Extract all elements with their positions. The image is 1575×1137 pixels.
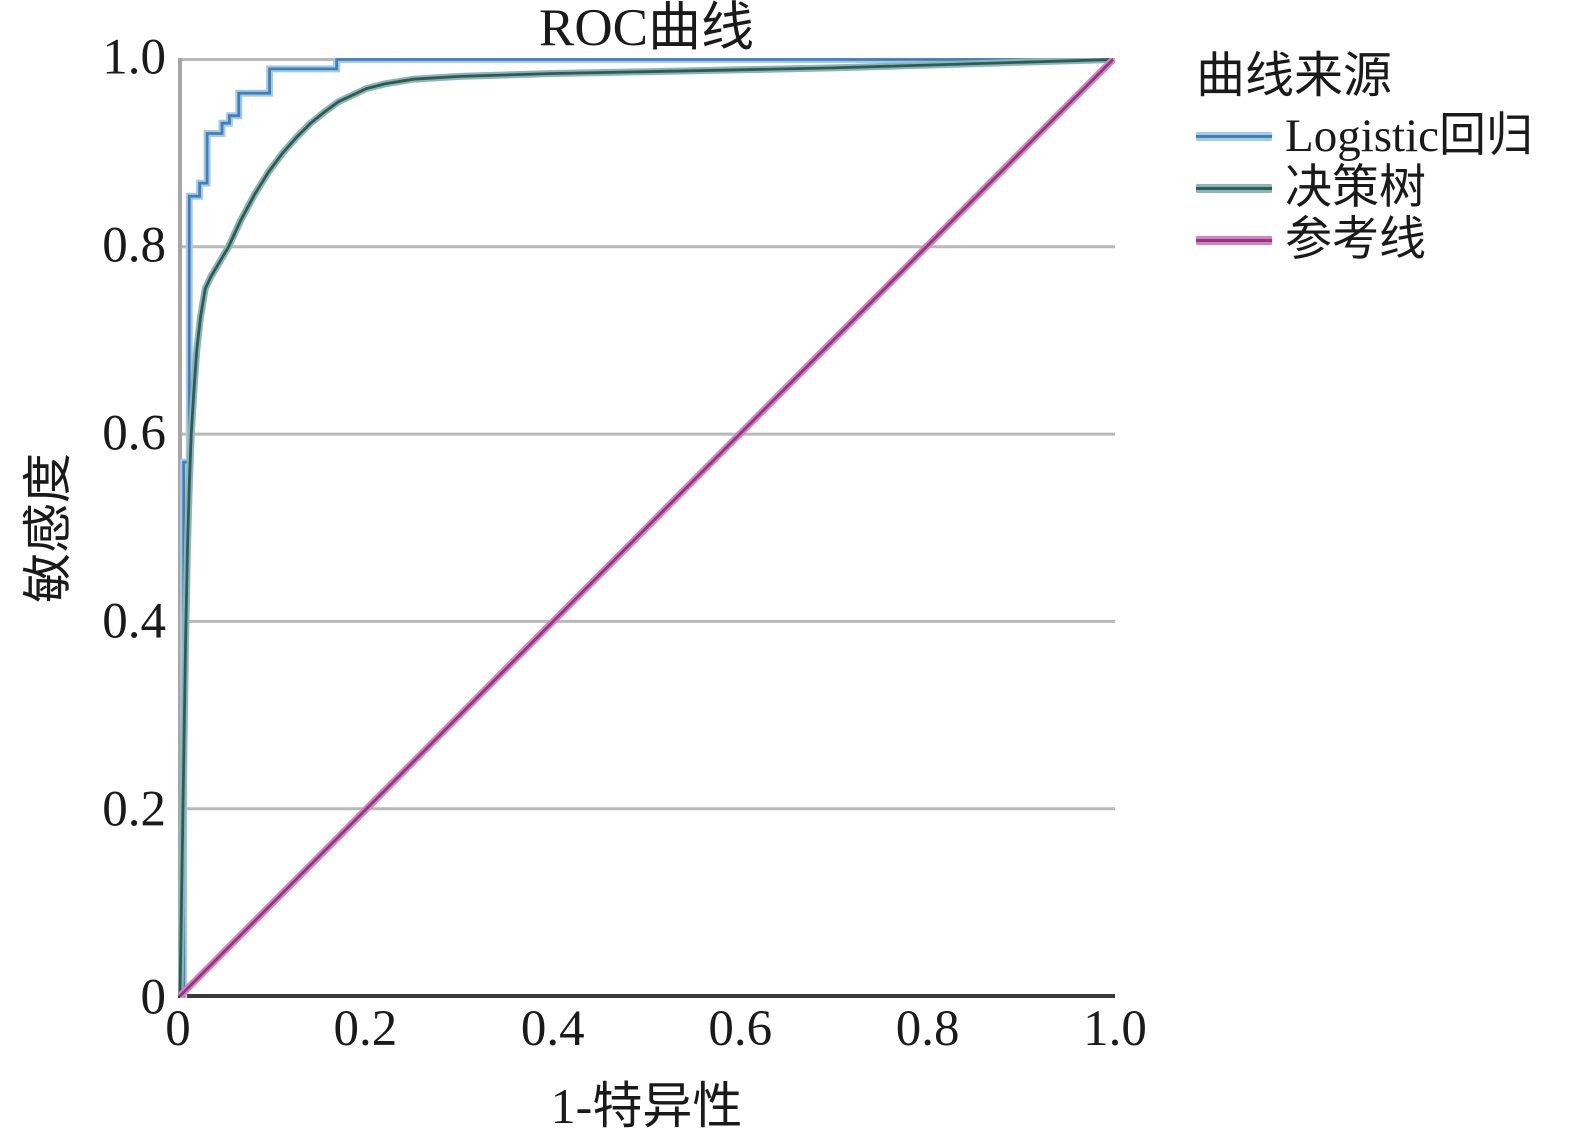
- legend-swatch-decision-tree-line: [1196, 183, 1272, 193]
- legend-item-decision-tree: 决策树: [1196, 162, 1533, 214]
- x-tick-label: 0.8: [895, 1001, 960, 1057]
- y-tick-label: 0: [140, 969, 167, 1026]
- legend-title: 曲线来源: [1196, 48, 1393, 103]
- x-tick-label: 0: [165, 1001, 191, 1057]
- legend-item-reference: 参考线: [1196, 214, 1533, 266]
- legend-item-logistic: Logistic回归: [1196, 110, 1533, 162]
- plot-area: [178, 58, 1115, 998]
- chart-title: ROC曲线: [539, 0, 754, 57]
- legend-swatch-core: [1196, 186, 1272, 190]
- y-tick-label: 1.0: [102, 29, 166, 86]
- legend: 曲线来源 Logistic回归 决策树 参考线: [1196, 50, 1533, 266]
- y-tick-label: 0.8: [102, 217, 166, 274]
- legend-swatch-reference-line: [1196, 235, 1272, 245]
- y-axis-label: 敏感度: [20, 453, 76, 603]
- legend-label-decision-tree: 决策树: [1285, 162, 1426, 214]
- legend-swatch-logistic-line: [1196, 131, 1272, 141]
- x-tick-label: 0.6: [708, 1001, 773, 1057]
- legend-swatch-core: [1196, 134, 1272, 138]
- series-line-2: [179, 58, 1114, 997]
- x-axis-label: 1-特异性: [550, 1078, 743, 1134]
- legend-label-reference: 参考线: [1285, 214, 1426, 266]
- series-line-1: [178, 58, 1114, 997]
- roc-curves-svg: [178, 58, 1115, 998]
- y-tick-label: 0.4: [102, 593, 166, 650]
- x-tick-label: 0.2: [333, 1001, 398, 1057]
- y-tick-label: 0.6: [102, 405, 166, 462]
- x-tick-label: 0.4: [520, 1001, 585, 1057]
- legend-label-logistic: Logistic回归: [1285, 110, 1534, 162]
- y-tick-label: 0.2: [102, 781, 166, 838]
- legend-swatch-core: [1196, 238, 1272, 242]
- x-tick-label: 1.0: [1083, 1001, 1147, 1057]
